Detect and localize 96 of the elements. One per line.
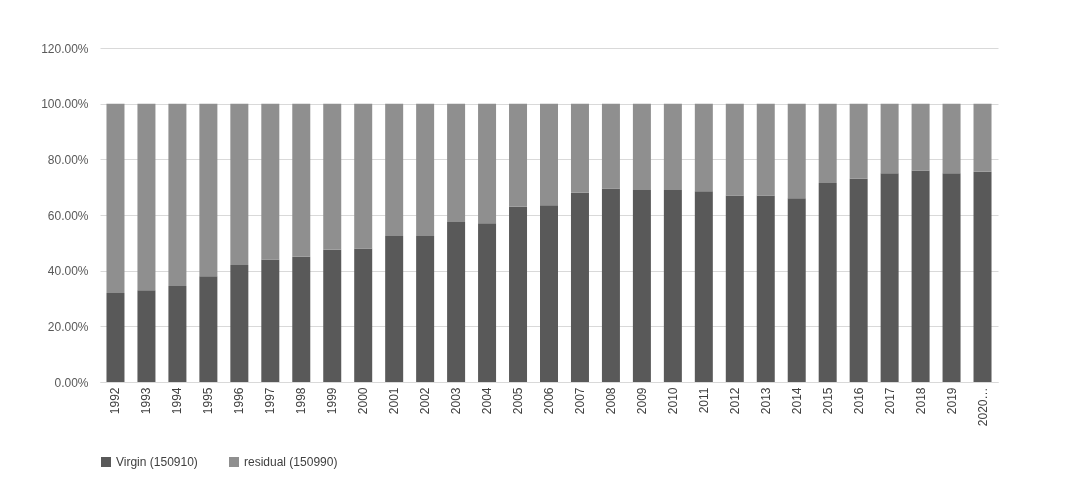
legend-label: Virgin (150910)	[116, 455, 198, 469]
bar	[323, 249, 342, 382]
bar	[880, 173, 899, 382]
x-tick-label: 2007	[572, 387, 587, 415]
bar	[725, 103, 744, 196]
y-tick-label: 0.00%	[54, 375, 89, 390]
x-tick-label: 2005	[511, 387, 526, 415]
x-tick-label: 2011	[696, 387, 711, 414]
x-tick-label: 2017	[882, 387, 897, 415]
x-tick-label: 1994	[170, 387, 185, 415]
legend-label: residual (150990)	[244, 455, 338, 469]
bar	[632, 103, 651, 190]
bar	[849, 178, 868, 382]
x-tick-label: 2002	[418, 387, 433, 415]
bar	[632, 189, 651, 382]
y-tick-label: 120.00%	[41, 41, 89, 56]
x-tick-label: 2019	[944, 387, 959, 415]
bar	[694, 191, 713, 382]
x-tick-label: 1997	[263, 387, 278, 415]
bar	[354, 248, 373, 382]
bar	[663, 103, 682, 190]
bar	[880, 103, 899, 174]
bar	[230, 265, 249, 382]
bar	[787, 103, 806, 199]
bar	[106, 103, 125, 293]
x-tick-label: 2004	[480, 387, 495, 415]
bar	[478, 103, 497, 224]
bar	[168, 103, 187, 286]
bar	[261, 259, 280, 382]
bar	[137, 103, 156, 291]
x-tick-label: 2000	[356, 387, 371, 415]
bar	[942, 103, 961, 174]
bar	[385, 235, 404, 382]
x-tick-label: 1996	[232, 387, 247, 415]
bar	[447, 221, 466, 382]
y-tick-label: 80.00%	[47, 152, 89, 167]
bar	[849, 103, 868, 179]
bar	[601, 188, 620, 382]
x-tick-label: 2009	[634, 387, 649, 415]
x-tick-label: 2001	[387, 387, 402, 415]
bar	[261, 103, 280, 260]
bar	[756, 195, 775, 382]
bar	[416, 103, 435, 236]
bar	[354, 103, 373, 249]
x-tick-label: 1992	[108, 387, 123, 415]
bar	[540, 205, 558, 382]
y-tick-label: 60.00%	[47, 208, 89, 223]
bar	[694, 103, 713, 192]
bar	[570, 192, 589, 382]
x-tick-label: 2006	[542, 387, 556, 415]
bar	[230, 103, 249, 266]
x-tick-label: 1995	[201, 387, 216, 415]
bar	[292, 256, 311, 382]
x-tick-label: 2012	[727, 387, 742, 415]
bar	[416, 235, 435, 382]
bar	[292, 103, 311, 257]
bar	[570, 103, 589, 193]
bar	[509, 206, 528, 382]
x-tick-label: 2014	[789, 387, 804, 415]
bar	[911, 170, 930, 382]
bar	[509, 103, 528, 207]
bar	[663, 189, 682, 382]
bar	[447, 103, 466, 222]
bar	[199, 103, 218, 277]
x-tick-label: 2003	[449, 387, 464, 415]
x-tick-label: 2016	[851, 387, 866, 415]
x-tick-label: 2015	[820, 387, 835, 415]
bar	[199, 276, 218, 382]
bar	[818, 182, 837, 382]
x-tick-label: 2008	[603, 387, 618, 415]
bar	[973, 171, 992, 382]
x-tick-label: 2010	[665, 387, 680, 415]
bar	[818, 103, 837, 183]
bar	[973, 103, 992, 172]
bar	[756, 103, 775, 196]
bar	[911, 103, 930, 171]
bar	[168, 285, 187, 382]
bar	[942, 173, 961, 382]
x-tick-label: 2013	[758, 387, 773, 415]
x-tick-label: 2020…	[975, 387, 990, 427]
x-tick-label: 2018	[913, 387, 928, 415]
y-tick-label: 40.00%	[47, 264, 89, 279]
bar	[601, 103, 620, 189]
y-tick-label: 100.00%	[41, 97, 89, 112]
x-tick-label: 1999	[325, 387, 340, 415]
bar	[540, 103, 558, 206]
bar	[106, 292, 125, 382]
y-tick-label: 20.00%	[47, 319, 89, 334]
bar	[725, 195, 744, 382]
x-tick-label: 1993	[139, 387, 154, 415]
x-tick-label: 1998	[294, 387, 309, 415]
bar	[323, 103, 342, 250]
bar	[478, 223, 497, 382]
bar	[787, 198, 806, 382]
bar	[137, 290, 156, 382]
bar	[385, 103, 404, 236]
